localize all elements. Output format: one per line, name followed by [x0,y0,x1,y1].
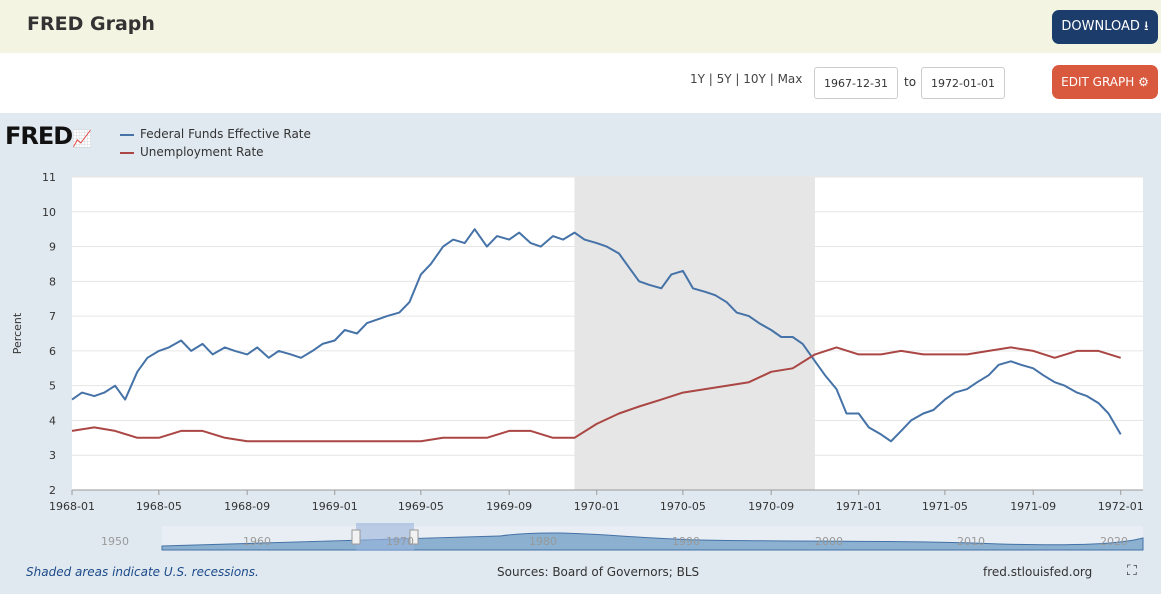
gear-icon: ⚙ [1138,75,1149,89]
x-tick-label: 1970-05 [660,500,706,513]
navigator-year-label: 2020 [1100,535,1128,548]
legend-item-unrate[interactable]: Unemployment Rate [120,145,264,159]
y-tick-label: 8 [49,275,56,288]
unrate-swatch [120,151,134,154]
y-tick-label: 2 [49,484,56,497]
x-tick-label: 1970-09 [748,500,794,513]
x-tick-label: 1972-01 [1098,500,1144,513]
download-icon: ⭳ [1144,19,1149,34]
edit-graph-button[interactable]: EDIT GRAPH ⚙ [1052,65,1158,99]
legend-fedfunds-label: Federal Funds Effective Rate [140,127,311,141]
x-tick-label: 1969-01 [312,500,358,513]
y-tick-label: 3 [49,449,56,462]
y-tick-label: 4 [49,414,56,427]
range-links: 1Y | 5Y | 10Y | Max [690,72,803,86]
x-tick-label: 1971-05 [922,500,968,513]
x-tick-label: 1971-09 [1010,500,1056,513]
navigator-year-label: 2010 [957,535,985,548]
fred-logo: FRED📈 [5,122,92,150]
site-link[interactable]: fred.stlouisfed.org [983,565,1093,579]
to-label: to [904,75,917,89]
y-tick-label: 5 [49,380,56,393]
page-title: FRED Graph [27,13,155,35]
navigator-year-label: 1950 [101,535,129,548]
fedfunds-series-line [71,228,1122,443]
navigator-year-label: 1960 [243,535,271,548]
unrate-series-line [71,346,1121,443]
navigator-handle-left [351,529,361,545]
x-tick-label: 1970-01 [574,500,620,513]
navigator-year-label: 1970 [386,535,414,548]
end-date-input[interactable] [921,67,1005,99]
legend-unrate-label: Unemployment Rate [140,145,264,159]
x-tick-label: 1968-09 [224,500,270,513]
y-tick-label: 9 [49,241,56,254]
range-10y-link[interactable]: 10Y [743,72,766,86]
header-bar: FRED Graph DOWNLOAD ⭳ [0,0,1161,53]
date-controls: 1Y | 5Y | 10Y | Max to EDIT GRAPH ⚙ [0,53,1161,113]
navigator-selection [356,523,414,551]
recession-note: Shaded areas indicate U.S. recessions. [26,565,259,579]
x-tick-label: 1968-05 [136,500,182,513]
navigator-year-label: 2000 [815,535,843,548]
x-tick-label: 1969-09 [486,500,532,513]
recession-band-0 [574,177,815,490]
start-date-input[interactable] [814,67,898,99]
x-tick-label: 1969-05 [398,500,444,513]
range-max-link[interactable]: Max [777,72,803,86]
download-label: DOWNLOAD [1061,19,1140,34]
navigator-year-label: 1990 [672,535,700,548]
y-axis-label: Percent [11,312,24,354]
y-tick-label: 6 [49,345,56,358]
sources-text: Sources: Board of Governors; BLS [497,565,700,579]
x-tick-label: 1971-01 [836,500,882,513]
trend-icon: 📈 [72,129,92,148]
range-5y-link[interactable]: 5Y [716,72,732,86]
fedfunds-swatch [120,133,134,136]
x-tick-label: 1968-01 [49,500,95,513]
fullscreen-icon[interactable]: ⛶ [1127,563,1137,579]
edit-graph-label: EDIT GRAPH [1061,75,1135,89]
range-1y-link[interactable]: 1Y [690,72,705,86]
download-button[interactable]: DOWNLOAD ⭳ [1052,10,1158,44]
navigator-handle-right [409,529,419,545]
navigator-year-label: 1980 [529,535,557,548]
legend-item-fedfunds[interactable]: Federal Funds Effective Rate [120,127,311,141]
y-tick-label: 7 [49,310,56,323]
y-tick-label: 10 [42,206,56,219]
y-tick-label: 11 [42,171,56,184]
